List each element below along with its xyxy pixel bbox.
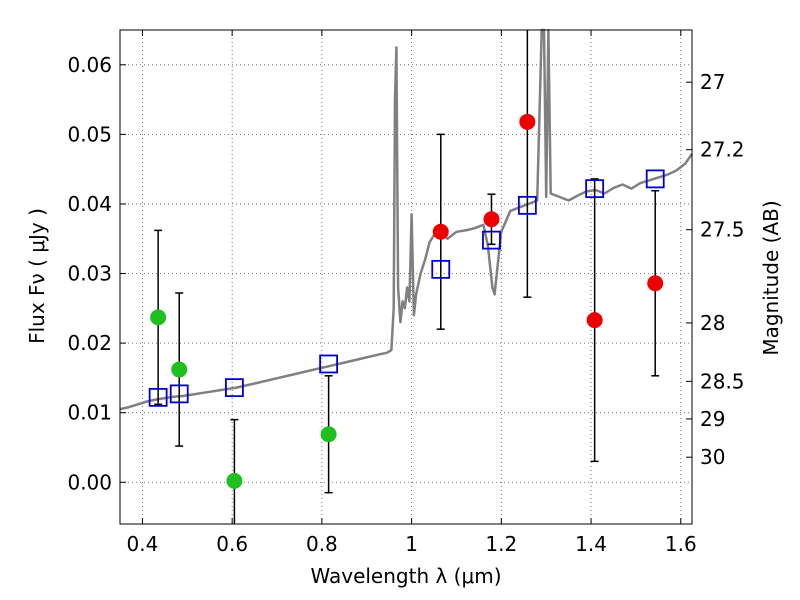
y-tick-label: 0.01	[67, 401, 112, 425]
y-tick-label: 0.04	[67, 192, 112, 216]
model-band-square	[645, 169, 665, 189]
red-point	[483, 211, 500, 228]
error-bars	[154, 30, 660, 524]
model-band-square	[224, 378, 244, 398]
plot-frame	[119, 29, 693, 525]
red-point	[647, 275, 664, 292]
axis-ticks: 0.4 0.6 0.8 1 1.2 1.4 1.6 0.00 0.01 0.02 0.03 0.04 0…	[67, 30, 745, 556]
model-band-square	[319, 354, 339, 374]
x-tick-label: 1.4	[575, 532, 607, 556]
y2-tick-label: 28.5	[700, 369, 745, 393]
x-tick-label: 0.4	[127, 532, 159, 556]
green-point	[171, 361, 188, 378]
y2-tick-label: 28	[700, 311, 725, 335]
y2-tick-label: 27.5	[700, 218, 745, 242]
y-tick-label: 0.05	[67, 122, 112, 146]
red-point	[586, 312, 603, 329]
green-point	[150, 309, 167, 326]
model-band-square	[585, 179, 605, 199]
green-point	[226, 472, 243, 489]
red-point	[519, 113, 536, 130]
y-tick-label: 0.06	[67, 53, 112, 77]
x-tick-label: 1.2	[485, 532, 517, 556]
grid-lines	[120, 30, 692, 524]
y2-tick-label: 27.2	[700, 138, 745, 162]
model-band-square	[482, 230, 501, 250]
model-spectrum-line	[119, 28, 694, 411]
y2-tick-label: 27	[700, 70, 725, 94]
model-band-square	[431, 259, 451, 279]
x-tick-label: 1.6	[665, 532, 697, 556]
y-axis-label: Flux Fν ( μJy )	[25, 208, 49, 344]
model-band-squares	[148, 169, 665, 407]
x-axis-label: Wavelength λ (μm)	[310, 564, 501, 588]
model-band-square	[517, 195, 537, 215]
model-spectrum	[119, 28, 694, 411]
y-tick-label: 0.02	[67, 331, 112, 355]
model-band-square	[169, 384, 189, 404]
model-band-square	[148, 387, 168, 407]
red-point	[432, 223, 449, 240]
x-tick-label: 1	[405, 532, 418, 556]
y-tick-label: 0.03	[67, 262, 112, 286]
x-tick-label: 0.8	[306, 532, 338, 556]
green-point	[320, 426, 337, 443]
y2-tick-label: 30	[700, 445, 725, 469]
y-tick-label: 0.00	[67, 470, 112, 494]
data-points	[150, 113, 664, 489]
y2-axis-label: Magnitude (AB)	[759, 200, 783, 355]
x-tick-label: 0.6	[216, 532, 248, 556]
y2-tick-label: 29	[700, 407, 725, 431]
